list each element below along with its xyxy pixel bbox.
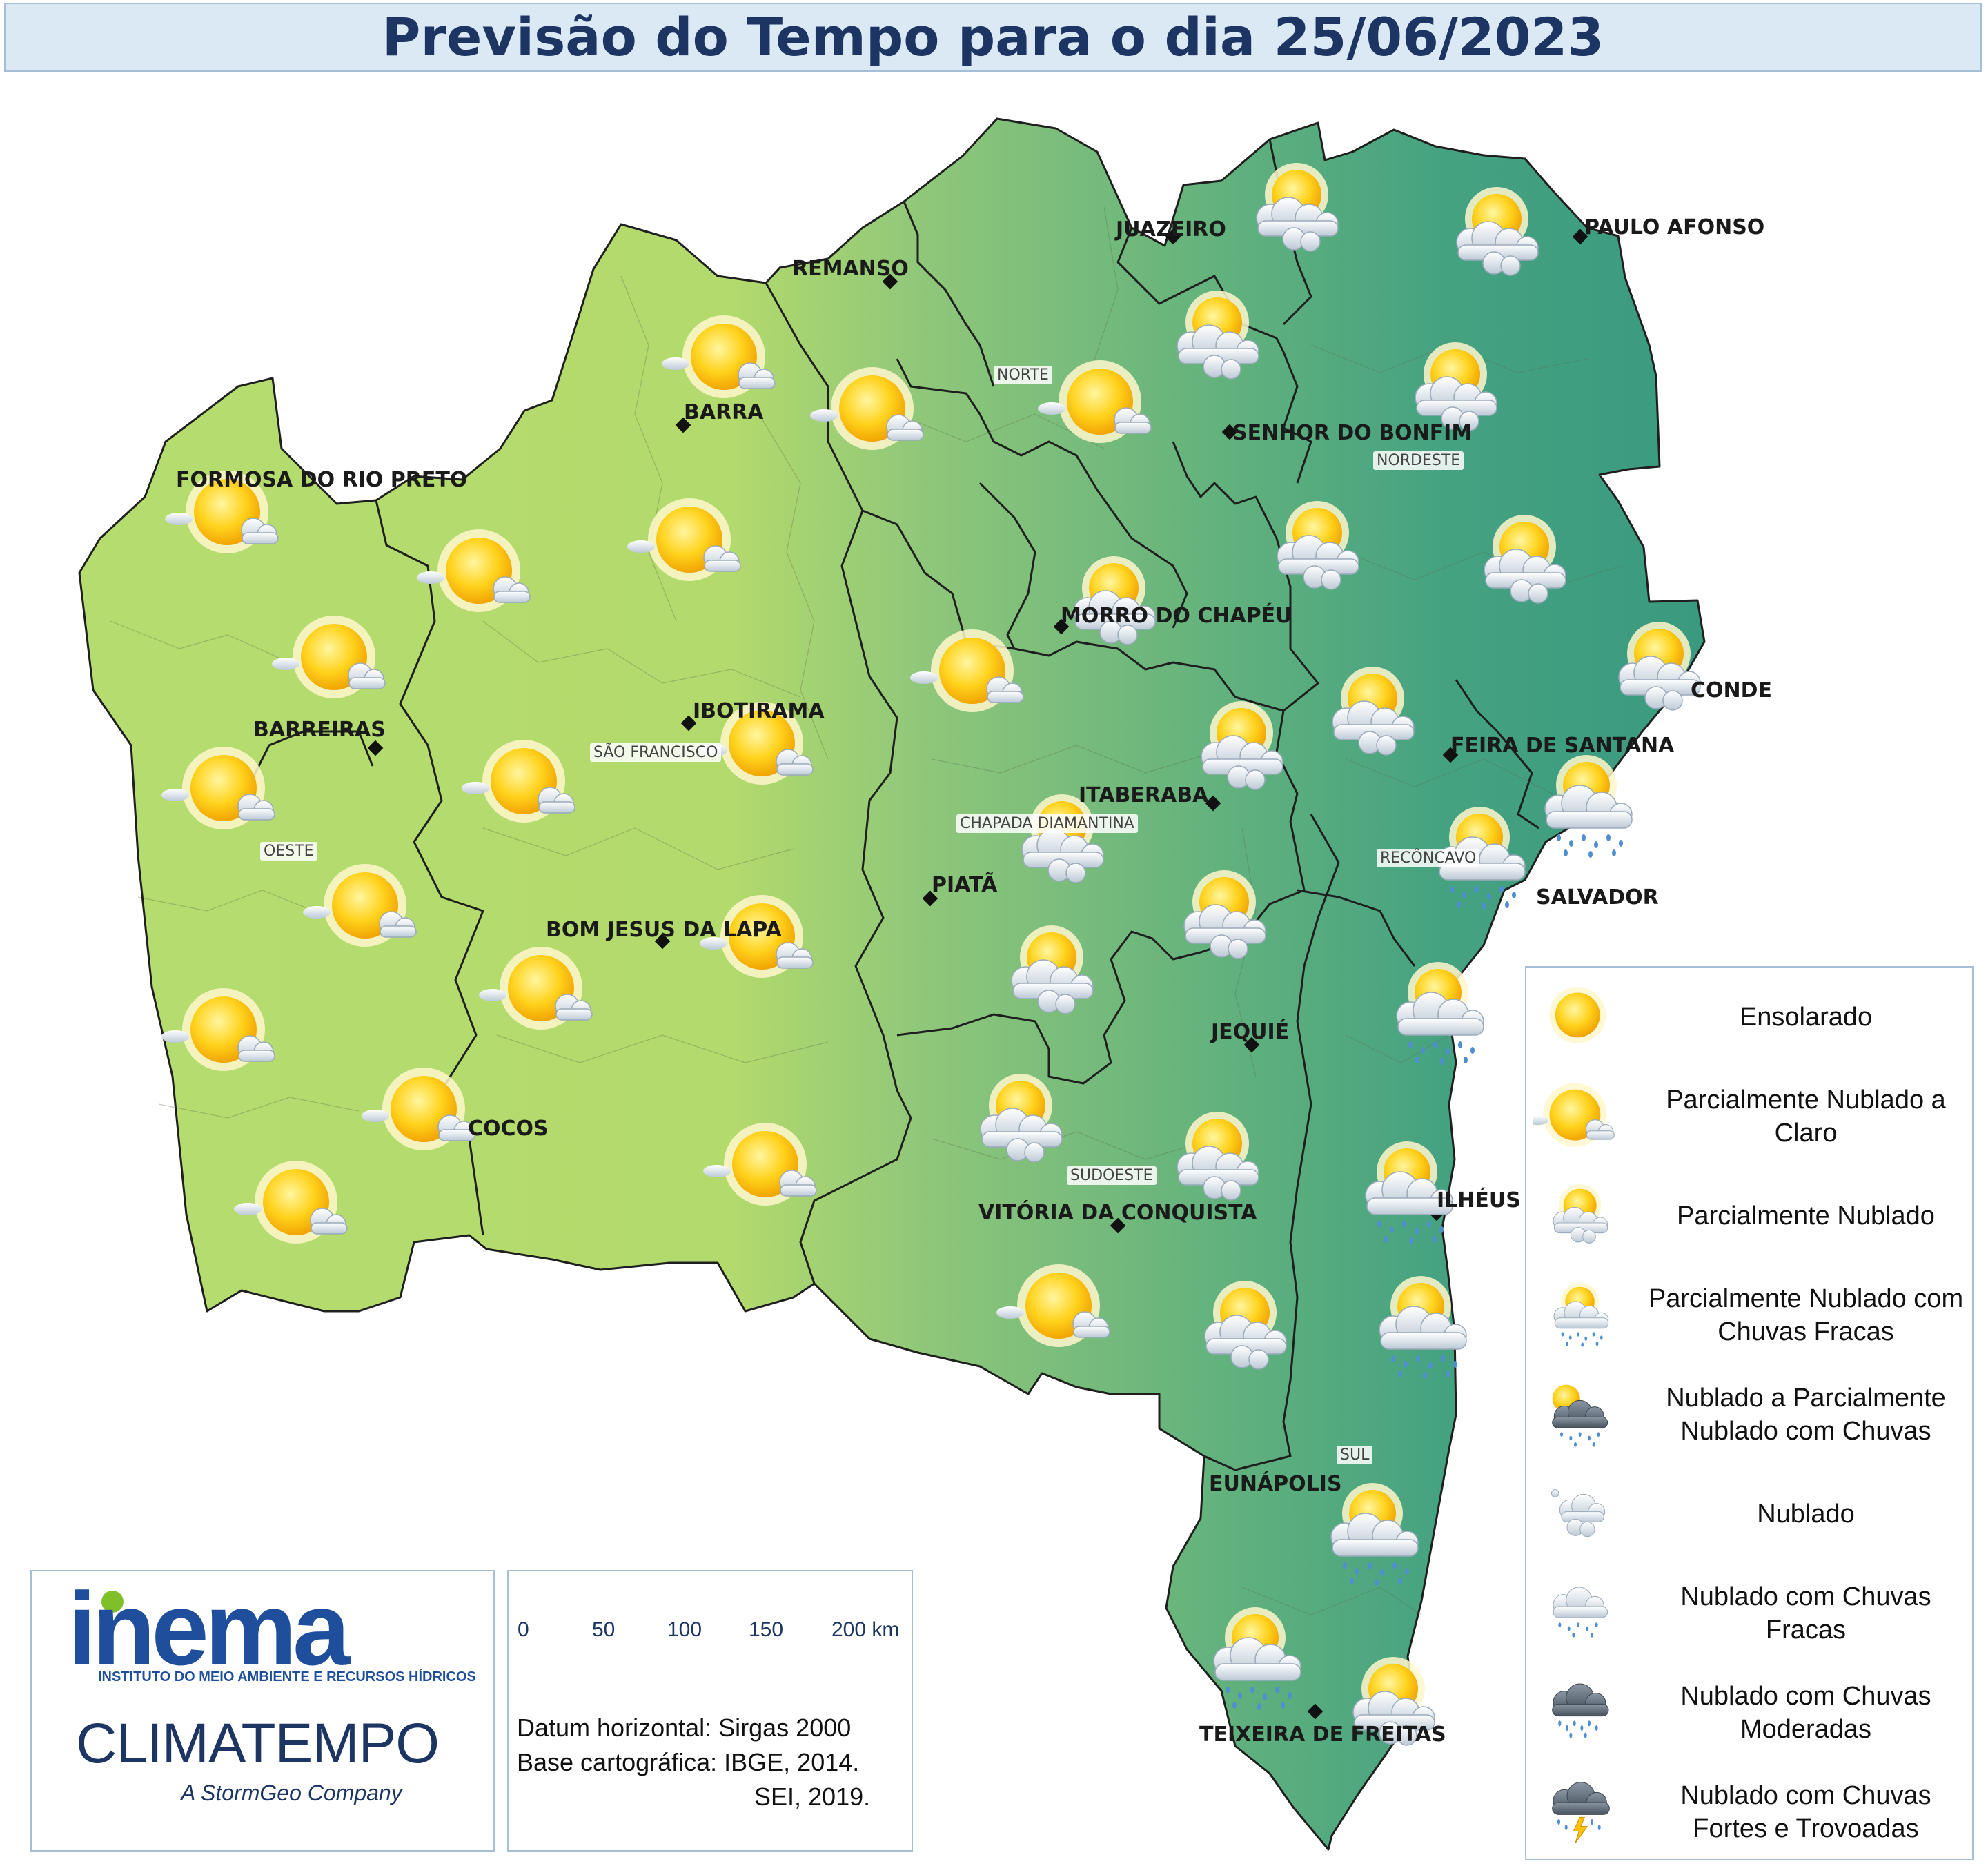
city-label-vitoria-da-conquista: VITÓRIA DA CONQUISTA <box>978 1201 1257 1225</box>
city-label-jequie: JEQUIÉ <box>1211 1020 1290 1044</box>
scale-tick-label: 0 <box>518 1618 529 1641</box>
base-text-2: SEI, 2019. <box>754 1782 871 1811</box>
scale-tick-label: 100 <box>667 1618 702 1641</box>
inema-logo-dot <box>101 1591 124 1613</box>
legend-label: Parcialmente Nublado com Chuvas Fracas <box>1648 1284 1964 1346</box>
scale-box <box>507 1570 913 1852</box>
legend-label: Parcialmente Nublado a Claro <box>1666 1086 1946 1148</box>
city-label-feira-de-santana: FEIRA DE SANTANA <box>1450 734 1675 758</box>
city-label-bom-jesus-da-lapa: BOM JESUS DA LAPA <box>546 918 782 942</box>
city-marker <box>654 933 671 950</box>
partly-cloudy-icon <box>1553 1184 1608 1244</box>
region-label-chapada-diamantina: CHAPADA DIAMANTINA <box>956 814 1138 833</box>
region-label-nordeste: NORDESTE <box>1373 451 1464 470</box>
city-label-ibotirama: IBOTIRAMA <box>693 699 825 723</box>
city-marker <box>680 715 697 731</box>
scale-tick-label: 150 <box>749 1618 784 1641</box>
city-label-salvador: SALVADOR <box>1536 885 1659 910</box>
city-marker <box>1165 228 1181 245</box>
logo-box <box>30 1570 495 1852</box>
city-label-paulo-afonso: PAULO AFONSO <box>1584 215 1765 239</box>
city-marker <box>1053 618 1070 635</box>
city-marker <box>675 417 691 433</box>
legend-label: Nublado com Chuvas Moderadas <box>1680 1682 1931 1744</box>
legend-label: Nublado com Chuvas Fortes e Trovoadas <box>1680 1781 1931 1843</box>
scale-tick-label: 50 <box>592 1618 616 1641</box>
legend-item: Ensolarado <box>1526 968 1972 1067</box>
inema-logo: inema <box>68 1571 351 1687</box>
cloud-icon <box>1551 1489 1606 1538</box>
datum-text: Datum horizontal: Sirgas 2000 <box>517 1713 852 1742</box>
legend-item: Nublado <box>1526 1464 1972 1564</box>
region-label-reconcavo: RECÔNCAVO <box>1377 849 1480 867</box>
city-marker <box>1110 1217 1126 1234</box>
city-label-senhor-do-bonfim: SENHOR DO BONFIM <box>1232 421 1473 445</box>
city-marker <box>1243 1037 1260 1053</box>
region-label-sul: SUL <box>1337 1446 1373 1464</box>
city-label-eunapolis: EUNÁPOLIS <box>1209 1472 1342 1496</box>
city-label-juazeiro: JUAZEIRO <box>1116 217 1226 242</box>
legend-item: Parcialmente Nublado com Chuvas Fracas <box>1526 1266 1972 1365</box>
city-marker <box>1307 1703 1323 1720</box>
region-label-norte: NORTE <box>994 366 1052 384</box>
legend-label: Nublado <box>1757 1500 1855 1529</box>
city-label-formosa-do-rio-preto: FORMOSA DO RIO PRETO <box>176 468 468 492</box>
sun-icon <box>1549 987 1606 1043</box>
legend-label: Ensolarado <box>1739 1003 1873 1032</box>
city-marker <box>1572 228 1588 245</box>
city-label-conde: CONDE <box>1691 678 1773 703</box>
city-marker <box>922 890 938 907</box>
city-label-ilheus: ILHÉUS <box>1437 1188 1521 1212</box>
climatempo-logo: CLIMATEMPO <box>76 1712 440 1775</box>
legend-label: Nublado a Parcialmente Nublado com Chuva… <box>1666 1384 1946 1446</box>
storm-icon <box>1552 1782 1610 1844</box>
dark-cloud-moderate-rain-icon <box>1552 1683 1609 1739</box>
legend-label: Nublado com Chuvas Fracas <box>1680 1582 1931 1644</box>
legend-item: Parcialmente Nublado a Claro <box>1526 1067 1972 1166</box>
base-text: Base cartográfica: IBGE, 2014. <box>517 1748 860 1776</box>
sun-small-cloud-icon <box>1533 1082 1615 1148</box>
region-label-sao-francisco: SÃO FRANCISCO <box>590 743 722 762</box>
legend-item: Nublado com Chuvas Fracas <box>1526 1564 1972 1663</box>
legend-item: Nublado a Parcialmente Nublado com Chuva… <box>1526 1365 1972 1464</box>
city-label-cocos: COCOS <box>468 1117 549 1141</box>
city-marker <box>1205 795 1221 812</box>
climatempo-tagline: A StormGeo Company <box>181 1780 402 1805</box>
partly-cloudy-light-rain-icon <box>1553 1282 1609 1348</box>
city-label-barra: BARRA <box>684 400 764 424</box>
legend-item: Parcialmente Nublado <box>1526 1166 1972 1266</box>
city-label-teixeira-de-freitas: TEIXEIRA DE FREITAS <box>1199 1722 1446 1747</box>
scale-tick-label: 200 km <box>831 1618 900 1641</box>
page-title: Previsão do Tempo para o dia 25/06/2023 <box>382 6 1604 68</box>
city-marker <box>882 273 898 290</box>
city-marker <box>1221 424 1238 440</box>
legend-label: Parcialmente Nublado <box>1677 1201 1935 1230</box>
dark-cloud-sun-rain-icon <box>1552 1384 1608 1448</box>
city-marker <box>367 740 384 756</box>
legend-item: Nublado com Chuvas Fortes e Trovoadas <box>1526 1762 1972 1862</box>
city-label-itaberaba: ITABERABA <box>1079 783 1209 807</box>
city-label-barreiras: BARREIRAS <box>253 718 386 742</box>
city-marker <box>1442 747 1459 763</box>
region-label-sudoeste: SUDOESTE <box>1067 1166 1157 1185</box>
city-label-remanso: REMANSO <box>792 257 909 281</box>
cloud-light-rain-icon <box>1553 1587 1608 1638</box>
inema-subtitle: INSTITUTO DO MEIO AMBIENTE E RECURSOS HÍ… <box>98 1669 476 1685</box>
region-label-oeste: OESTE <box>260 842 317 861</box>
legend-item: Nublado com Chuvas Moderadas <box>1526 1663 1972 1762</box>
city-label-piata: PIATÃ <box>932 873 998 897</box>
title-bar: Previsão do Tempo para o dia 25/06/2023 <box>4 3 1982 72</box>
city-label-morro-do-chapeu: MORRO DO CHAPÉU <box>1061 604 1292 628</box>
legend: Ensolarado Parcialmente Nublado a Claro … <box>1525 966 1974 1860</box>
